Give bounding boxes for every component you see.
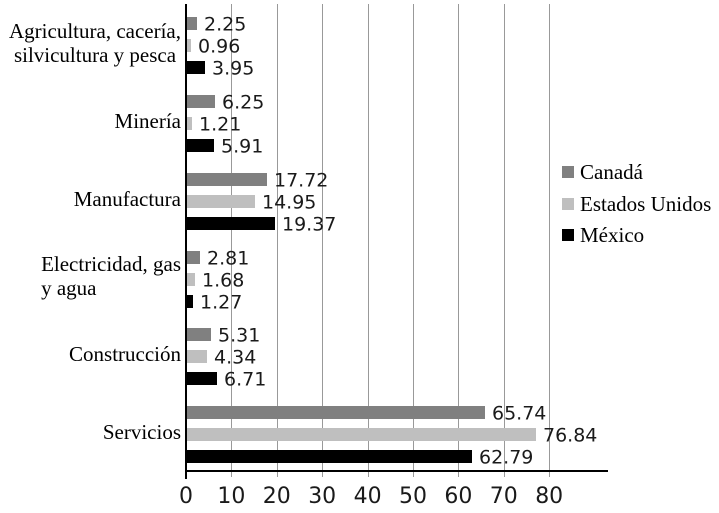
bar-value-label: 62.79 xyxy=(479,446,534,468)
gridline xyxy=(367,4,369,477)
x-tick-label: 10 xyxy=(217,484,246,509)
gridline xyxy=(413,4,414,477)
bar xyxy=(187,328,211,341)
bar xyxy=(187,139,214,152)
bar xyxy=(187,450,472,463)
gridline xyxy=(503,4,505,477)
bar xyxy=(187,372,217,385)
category-label-wrap: Agricultura, cacería, silvicultura y pes… xyxy=(0,19,181,67)
category-label-wrap: Minería xyxy=(0,109,181,133)
category-label-wrap: Manufactura xyxy=(0,187,181,211)
legend-item: Canadá xyxy=(562,160,643,184)
gridline xyxy=(276,4,278,477)
bar-value-label: 17.72 xyxy=(274,169,329,191)
x-tick-label: 60 xyxy=(444,484,473,509)
bar-value-label: 76.84 xyxy=(543,424,598,446)
legend-label: Estados Unidos xyxy=(580,191,712,216)
bar-value-label: 1.21 xyxy=(199,113,242,135)
bar xyxy=(187,173,267,186)
bar-value-label: 6.71 xyxy=(224,368,267,390)
bar-value-label: 2.25 xyxy=(204,13,247,35)
x-tick-label: 0 xyxy=(179,484,193,509)
bar xyxy=(187,95,215,108)
category-label: Minería xyxy=(114,108,181,133)
y-axis-line xyxy=(185,4,187,479)
legend-label: Canadá xyxy=(580,160,643,184)
x-tick-label: 20 xyxy=(262,484,291,509)
bar xyxy=(187,17,197,30)
bar xyxy=(187,350,207,363)
category-label: Servicios xyxy=(102,420,181,445)
bar-value-label: 19.37 xyxy=(282,213,337,235)
legend-item: México xyxy=(562,223,644,247)
gridline xyxy=(322,4,324,477)
x-tick-label: 50 xyxy=(399,484,427,509)
category-label-wrap: Servicios xyxy=(0,420,181,444)
bar xyxy=(187,428,536,441)
legend-item: Estados Unidos xyxy=(562,192,711,216)
category-label: Electricidad, gas y agua xyxy=(41,252,181,301)
bar xyxy=(187,295,193,308)
legend-swatch xyxy=(562,166,574,178)
bar xyxy=(187,217,275,230)
category-label: Manufactura xyxy=(73,186,181,211)
bar xyxy=(187,251,200,264)
bar xyxy=(187,61,205,74)
bar xyxy=(187,39,191,52)
bar-value-label: 3.95 xyxy=(212,57,255,79)
bar-value-label: 1.68 xyxy=(202,269,245,291)
bar-value-label: 5.91 xyxy=(221,135,264,157)
bar xyxy=(187,195,255,208)
x-tick-label: 30 xyxy=(308,484,337,509)
gridline xyxy=(458,4,460,477)
bar-value-label: 4.34 xyxy=(214,346,257,368)
legend-label: México xyxy=(580,223,645,247)
legend-swatch xyxy=(562,197,574,210)
x-axis-line xyxy=(185,470,608,472)
gridline xyxy=(549,4,551,477)
bar-value-label: 65.74 xyxy=(492,402,547,424)
bar-value-label: 2.81 xyxy=(207,247,250,269)
bar-value-label: 6.25 xyxy=(222,91,265,113)
bar-value-label: 5.31 xyxy=(218,324,261,346)
bar-value-label: 14.95 xyxy=(262,191,317,213)
bar xyxy=(187,117,192,130)
legend-swatch xyxy=(562,229,574,241)
x-tick-label: 80 xyxy=(535,484,564,509)
bar-value-label: 1.27 xyxy=(200,291,243,313)
category-label: Construcción xyxy=(69,342,181,367)
category-label: Agricultura, cacería, silvicultura y pes… xyxy=(9,18,181,67)
gridline xyxy=(231,4,233,477)
category-label-wrap: Construcción xyxy=(0,342,181,366)
bar xyxy=(187,273,195,286)
bar-value-label: 0.96 xyxy=(198,35,241,57)
x-tick-label: 40 xyxy=(353,484,382,509)
bar xyxy=(187,406,485,419)
x-tick-label: 70 xyxy=(489,484,518,509)
category-label-wrap: Electricidad, gas y agua xyxy=(0,252,181,300)
